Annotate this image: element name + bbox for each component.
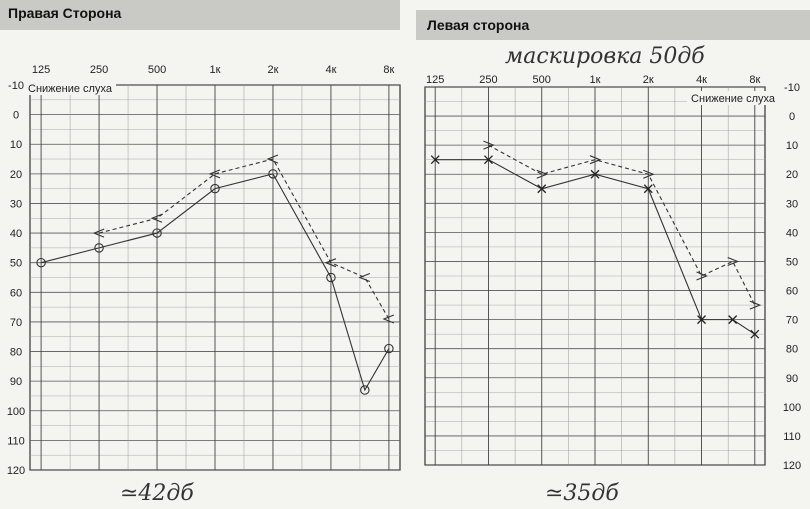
y-tick-label: 60 — [10, 287, 22, 299]
data-point-circle — [326, 272, 336, 283]
x-tick-label: 125 — [32, 64, 50, 76]
bone-conduction-line — [488, 144, 756, 306]
data-point-arrow — [749, 300, 762, 310]
data-point-x — [697, 315, 706, 325]
x-tick-label: 1к — [590, 74, 601, 86]
y-tick-label: 70 — [10, 317, 22, 329]
data-point-arrow — [358, 272, 371, 283]
data-point-circle — [360, 385, 370, 395]
y-tick-label: 40 — [10, 228, 22, 240]
data-point-arrow — [483, 140, 495, 150]
y-tick-label: -10 — [784, 82, 800, 94]
data-point-arrow — [696, 271, 709, 281]
x-tick-label: 8к — [749, 74, 760, 86]
data-point-arrow — [589, 155, 602, 165]
data-point-x — [643, 184, 653, 194]
x-tick-label: 500 — [533, 74, 551, 86]
data-point-arrow — [727, 256, 740, 266]
chart-title: Правая Сторона — [8, 5, 122, 21]
data-point-arrow — [324, 258, 337, 268]
y-tick-label: -10 — [8, 80, 24, 92]
handwritten-average-note: ≃42дб — [120, 481, 194, 506]
y-tick-label: 70 — [786, 315, 798, 327]
x-tick-label: 2к — [643, 74, 654, 86]
right-header-band — [0, 0, 400, 30]
y-tick-label: 90 — [786, 373, 798, 385]
handwritten-average-note: ≃35дб — [545, 481, 619, 506]
right-audiogram: Правая Сторона 125 250 500 1к 2к 4к 8к -10 0 10 20 3… — [7, 5, 401, 506]
y-tick-label: 30 — [10, 198, 22, 210]
data-point-arrow — [208, 169, 221, 179]
y-axis-label: Снижение слуха — [691, 93, 776, 105]
y-tick-label: 100 — [7, 406, 25, 418]
air-conduction-line — [435, 159, 756, 335]
left-header-band — [416, 10, 810, 40]
y-tick-label: 0 — [789, 111, 795, 123]
data-point-circle — [94, 243, 104, 253]
data-point-x — [430, 155, 440, 165]
y-tick-label: 120 — [7, 465, 25, 477]
y-label-backdrop — [687, 91, 777, 105]
y-tick-label: 80 — [10, 347, 22, 359]
y-tick-label: 10 — [10, 139, 22, 151]
data-point-circle — [268, 169, 278, 179]
data-point-x — [750, 329, 760, 339]
data-point-x — [590, 169, 600, 179]
data-point-arrow — [536, 169, 549, 179]
y-tick-label: 50 — [10, 258, 22, 270]
y-label-backdrop — [26, 81, 116, 95]
y-tick-label: 80 — [786, 344, 798, 356]
data-point-arrow — [643, 169, 655, 179]
data-point-circle — [152, 228, 162, 238]
y-tick-label: 60 — [786, 286, 798, 298]
x-tick-label: 250 — [90, 64, 108, 76]
data-point-circle — [36, 257, 46, 268]
handwritten-masking-note: маскировка 50дб — [505, 44, 705, 69]
x-tick-label: 4к — [325, 64, 336, 76]
y-tick-label: 30 — [786, 198, 798, 210]
y-tick-label: 0 — [13, 110, 19, 122]
y-tick-label: 40 — [786, 227, 798, 239]
x-tick-label: 250 — [479, 74, 497, 86]
data-point-arrow — [150, 213, 163, 223]
chart-title: Левая сторона — [427, 17, 529, 33]
x-tick-label: 4к — [696, 74, 707, 86]
y-axis-label: Снижение слуха — [28, 83, 113, 95]
left-audiogram: Левая сторона 125 250 500 1к 2к 4к 8к -10 0 10 20 30… — [424, 17, 801, 506]
y-tick-label: 110 — [783, 431, 801, 443]
data-point-x — [484, 155, 493, 165]
x-tick-label: 500 — [148, 64, 166, 76]
data-point-arrow — [266, 154, 279, 164]
x-tick-label: 125 — [426, 74, 444, 86]
y-tick-label: 90 — [10, 376, 22, 388]
x-tick-label: 2к — [267, 64, 278, 76]
data-point-circle — [384, 343, 394, 354]
data-point-arrow — [382, 314, 395, 324]
y-tick-label: 100 — [783, 402, 801, 414]
y-tick-label: 110 — [7, 435, 25, 447]
air-conduction-line — [40, 173, 390, 392]
y-tick-label: 10 — [786, 140, 798, 152]
data-point-x — [728, 315, 738, 325]
data-point-arrow — [92, 228, 105, 238]
y-tick-label: 50 — [786, 256, 798, 268]
bone-conduction-line — [98, 158, 390, 320]
y-tick-label: 20 — [10, 169, 22, 181]
data-point-x — [537, 184, 547, 194]
y-tick-label: 20 — [786, 169, 798, 181]
x-tick-label: 8к — [383, 64, 394, 76]
data-point-circle — [210, 183, 220, 194]
x-tick-label: 1к — [210, 64, 221, 76]
y-tick-label: 120 — [783, 460, 801, 472]
